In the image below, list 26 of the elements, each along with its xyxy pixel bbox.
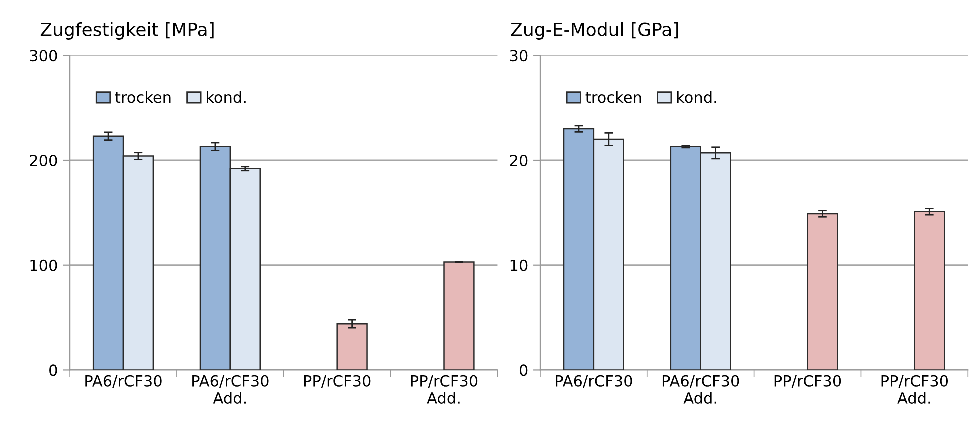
bar — [444, 262, 475, 370]
y-tick-label: 100 — [30, 260, 58, 272]
x-tick-label: PP/rCF30 Add. — [882, 375, 948, 404]
x-tick-label: PP/rCF30 Add. — [411, 375, 478, 404]
chart-title: Zugfestigkeit [MPa] — [40, 22, 214, 40]
x-tick-label: PA6/rCF30 — [556, 375, 632, 388]
bar — [336, 323, 368, 370]
y-tick-label: 200 — [30, 154, 58, 167]
x-tick-label: PA6/rCF30 Add. — [192, 375, 269, 404]
legend-label: kond. — [207, 91, 246, 104]
bar — [914, 211, 946, 370]
bar — [807, 213, 838, 370]
y-tick-label: 20 — [510, 154, 528, 167]
y-tick-label: 0 — [520, 364, 528, 376]
legend-label: trocken — [586, 91, 642, 104]
chart-title: Zug-E-Modul [GPa] — [511, 22, 678, 40]
x-tick-label: PA6/rCF30 Add. — [662, 375, 740, 404]
x-tick-label: PA6/rCF30 — [86, 375, 162, 388]
x-tick-label: PP/rCF30 — [304, 375, 371, 388]
x-tick-label: PP/rCF30 — [774, 375, 842, 388]
y-tick-label: 10 — [510, 260, 528, 272]
legend-label: trocken — [115, 91, 171, 104]
y-tick-label: 300 — [30, 50, 58, 62]
y-tick-label: 30 — [510, 50, 528, 62]
legend-label: kond. — [677, 91, 716, 104]
y-tick-label: 0 — [50, 364, 58, 376]
